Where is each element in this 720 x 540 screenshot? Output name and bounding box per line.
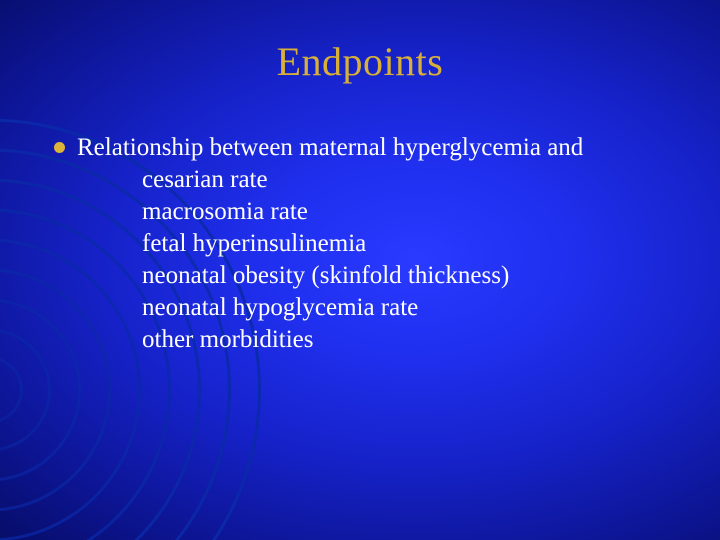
lead-text: Relationship between maternal hyperglyce…	[77, 132, 583, 164]
sub-item: fetal hyperinsulinemia	[142, 228, 690, 260]
slide-title: Endpoints	[0, 38, 720, 85]
slide: Endpoints Relationship between maternal …	[0, 0, 720, 540]
sub-item: neonatal obesity (skinfold thickness)	[142, 260, 690, 292]
lead-bullet: Relationship between maternal hyperglyce…	[54, 132, 690, 164]
sub-item: other morbidities	[142, 324, 690, 356]
sub-item: macrosomia rate	[142, 196, 690, 228]
bullet-icon	[54, 142, 65, 153]
sub-item: neonatal hypoglycemia rate	[142, 292, 690, 324]
slide-body: Relationship between maternal hyperglyce…	[54, 132, 690, 356]
sub-item: cesarian rate	[142, 164, 690, 196]
